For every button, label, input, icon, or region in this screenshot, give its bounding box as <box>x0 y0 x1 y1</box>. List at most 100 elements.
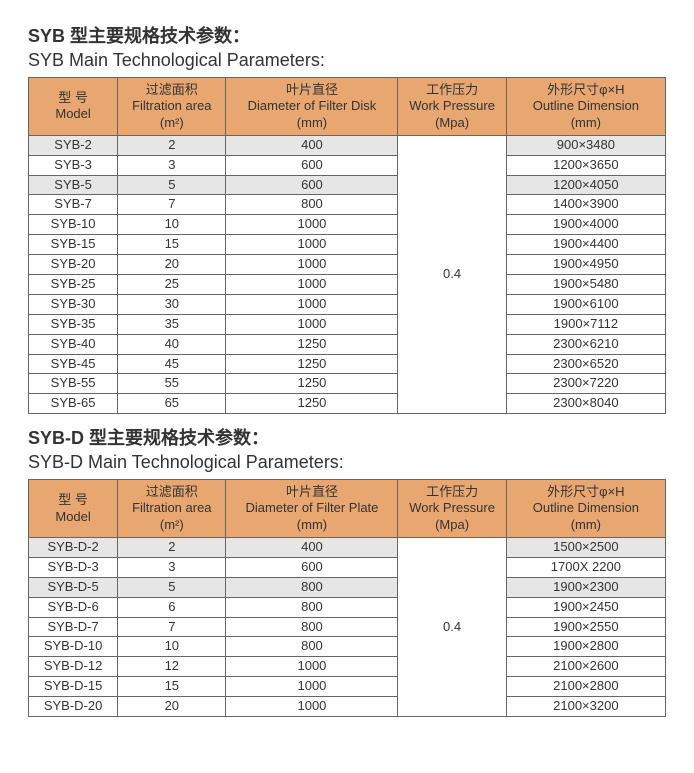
cell-outline: 1200×3650 <box>506 155 665 175</box>
syb-title-cn: SYB 型主要规格技术参数： <box>28 22 666 48</box>
col-pressure: 工作压力Work Pressure(Mpa) <box>398 78 506 136</box>
cell-model: SYB-10 <box>29 215 118 235</box>
cell-model: SYB-D-12 <box>29 657 118 677</box>
cell-diameter: 1000 <box>226 294 398 314</box>
table-row: SYB-55551250 2300×7220 <box>29 374 666 394</box>
cell-outline: 1900×4400 <box>506 235 665 255</box>
cell-area: 5 <box>118 577 226 597</box>
table-row: SYB-656512502300×8040 <box>29 394 666 414</box>
cell-outline: 1900×2550 <box>506 617 665 637</box>
cell-area: 35 <box>118 314 226 334</box>
cell-outline: 1200×4050 <box>506 175 665 195</box>
cell-area: 10 <box>118 637 226 657</box>
cell-area: 20 <box>118 697 226 717</box>
table-row: SYB-556001200×4050 <box>29 175 666 195</box>
cell-diameter: 800 <box>226 617 398 637</box>
cell-diameter: 400 <box>226 537 398 557</box>
cell-area: 65 <box>118 394 226 414</box>
cell-outline: 1900×4000 <box>506 215 665 235</box>
cell-diameter: 1000 <box>226 235 398 255</box>
cell-area: 20 <box>118 255 226 275</box>
table-row: SYB-778001400×3900 <box>29 195 666 215</box>
cell-outline: 1400×3900 <box>506 195 665 215</box>
table-row: SYB-252510001900×5480 <box>29 274 666 294</box>
cell-outline: 1900×5480 <box>506 274 665 294</box>
cell-outline: 2300×6520 <box>506 354 665 374</box>
table-row: SYB-D-12121000 2100×2600 <box>29 657 666 677</box>
table-row: SYB-224000.4900×3480 <box>29 135 666 155</box>
table-row: SYB-15151000 1900×4400 <box>29 235 666 255</box>
cell-outline: 2100×2600 <box>506 657 665 677</box>
table-row: SYB-202010001900×4950 <box>29 255 666 275</box>
cell-outline: 1900×6100 <box>506 294 665 314</box>
cell-model: SYB-2 <box>29 135 118 155</box>
cell-model: SYB-40 <box>29 334 118 354</box>
cell-area: 2 <box>118 135 226 155</box>
cell-diameter: 1000 <box>226 657 398 677</box>
table-row: SYB-D-10108001900×2800 <box>29 637 666 657</box>
cell-outline: 2100×3200 <box>506 697 665 717</box>
cell-area: 15 <box>118 677 226 697</box>
section-syb-d: SYB-D 型主要规格技术参数： SYB-D Main Technologica… <box>28 424 666 717</box>
cell-model: SYB-7 <box>29 195 118 215</box>
cell-model: SYB-30 <box>29 294 118 314</box>
table-row: SYB-454512502300×6520 <box>29 354 666 374</box>
cell-outline: 1500×2500 <box>506 537 665 557</box>
cell-diameter: 600 <box>226 557 398 577</box>
table-row: SYB-D-336001700X 2200 <box>29 557 666 577</box>
cell-model: SYB-D-7 <box>29 617 118 637</box>
table-row: SYB-336001200×3650 <box>29 155 666 175</box>
cell-model: SYB-D-10 <box>29 637 118 657</box>
cell-area: 2 <box>118 537 226 557</box>
cell-diameter: 1000 <box>226 255 398 275</box>
cell-diameter: 800 <box>226 195 398 215</box>
cell-model: SYB-25 <box>29 274 118 294</box>
cell-outline: 2300×7220 <box>506 374 665 394</box>
cell-outline: 900×3480 <box>506 135 665 155</box>
cell-diameter: 1250 <box>226 374 398 394</box>
cell-model: SYB-D-5 <box>29 577 118 597</box>
table-row: SYB-40401250 2300×6210 <box>29 334 666 354</box>
col-diameter: 叶片直径Diameter of Filter Disk(mm) <box>226 78 398 136</box>
cell-area: 12 <box>118 657 226 677</box>
cell-model: SYB-20 <box>29 255 118 275</box>
cell-model: SYB-3 <box>29 155 118 175</box>
cell-area: 10 <box>118 215 226 235</box>
sybd-title-cn: SYB-D 型主要规格技术参数： <box>28 424 666 450</box>
cell-diameter: 1000 <box>226 215 398 235</box>
col-outline: 外形尺寸φ×HOutline Dimension(mm) <box>506 480 665 538</box>
table-row: SYB-D-224000.41500×2500 <box>29 537 666 557</box>
cell-model: SYB-35 <box>29 314 118 334</box>
cell-model: SYB-55 <box>29 374 118 394</box>
cell-outline: 2300×6210 <box>506 334 665 354</box>
cell-diameter: 800 <box>226 597 398 617</box>
sybd-title-en: SYB-D Main Technological Parameters: <box>28 452 666 473</box>
table-row: SYB-D-202010002100×3200 <box>29 697 666 717</box>
col-area: 过滤面积Filtration area(m²) <box>118 480 226 538</box>
cell-model: SYB-D-15 <box>29 677 118 697</box>
cell-area: 55 <box>118 374 226 394</box>
cell-diameter: 1000 <box>226 314 398 334</box>
cell-area: 40 <box>118 334 226 354</box>
table-row: SYB-10101000 1900×4000 <box>29 215 666 235</box>
table-row: SYB-D-558001900×2300 <box>29 577 666 597</box>
table-row: SYB-303010001900×6100 <box>29 294 666 314</box>
cell-diameter: 1000 <box>226 677 398 697</box>
cell-diameter: 600 <box>226 175 398 195</box>
cell-model: SYB-D-2 <box>29 537 118 557</box>
col-outline: 外形尺寸φ×HOutline Dimension(mm) <box>506 78 665 136</box>
cell-diameter: 800 <box>226 637 398 657</box>
cell-outline: 2100×2800 <box>506 677 665 697</box>
cell-area: 15 <box>118 235 226 255</box>
cell-model: SYB-15 <box>29 235 118 255</box>
cell-area: 25 <box>118 274 226 294</box>
cell-diameter: 1250 <box>226 334 398 354</box>
cell-diameter: 800 <box>226 577 398 597</box>
syb-table: 型 号Model过滤面积Filtration area(m²)叶片直径Diame… <box>28 77 666 414</box>
col-diameter: 叶片直径Diameter of Filter Plate(mm) <box>226 480 398 538</box>
cell-area: 3 <box>118 557 226 577</box>
col-pressure: 工作压力Work Pressure(Mpa) <box>398 480 506 538</box>
col-area: 过滤面积Filtration area(m²) <box>118 78 226 136</box>
cell-area: 3 <box>118 155 226 175</box>
cell-diameter: 1000 <box>226 697 398 717</box>
